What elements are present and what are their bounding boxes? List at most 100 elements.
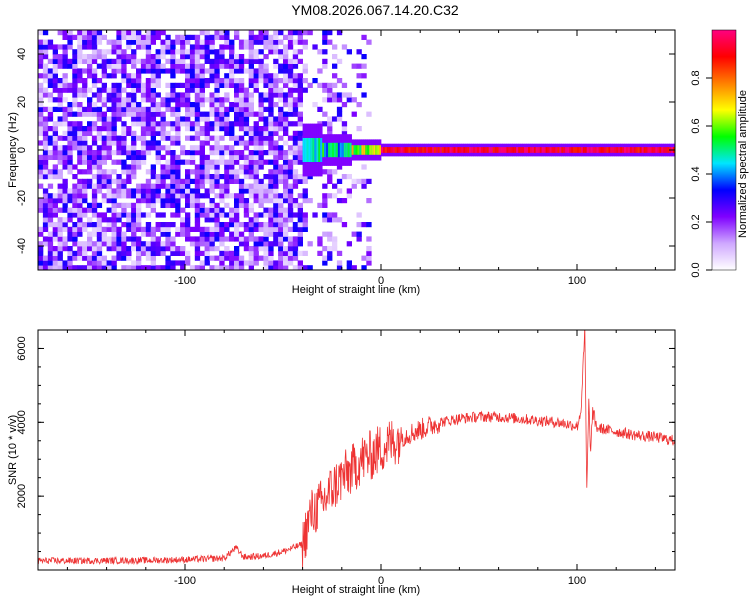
heat-cell <box>155 183 161 189</box>
heat-cell <box>204 212 210 218</box>
heat-cell <box>82 188 88 194</box>
heat-cell <box>234 174 240 180</box>
heat-cell <box>126 145 132 151</box>
heat-cell <box>297 58 303 64</box>
heat-cell <box>292 97 299 103</box>
heat-cell <box>96 174 103 180</box>
heat-cell <box>248 58 254 64</box>
band-core <box>424 147 427 153</box>
heat-cell <box>327 217 333 223</box>
heat-cell <box>165 49 171 55</box>
heat-cell <box>268 73 274 79</box>
band-core <box>420 147 423 153</box>
heat-cell <box>234 250 240 256</box>
heat-cell <box>87 150 93 156</box>
heat-cell <box>243 44 250 50</box>
heat-cell <box>170 121 176 127</box>
heat-cell <box>224 236 230 242</box>
heat-cell <box>214 121 220 127</box>
heat-cell <box>253 145 259 151</box>
heat-cell <box>258 34 264 40</box>
band-core <box>332 142 335 158</box>
heat-cell <box>175 111 181 117</box>
heat-cell <box>287 63 294 69</box>
heat-cell <box>101 159 107 165</box>
heat-cell <box>356 73 362 79</box>
heat-cell <box>155 78 161 84</box>
heat-cell <box>234 231 240 237</box>
heat-cell <box>140 111 147 117</box>
heat-cell <box>292 106 299 112</box>
heat-cell <box>253 226 259 232</box>
heat-cell <box>72 140 78 146</box>
heat-cell <box>131 140 137 146</box>
band-core <box>569 147 572 153</box>
heat-cell <box>302 39 308 45</box>
heat-cell <box>155 241 161 247</box>
heat-cell <box>38 73 44 79</box>
heat-cell <box>253 111 259 117</box>
heat-cell <box>185 174 191 180</box>
heat-cell <box>283 154 289 160</box>
heat-cell <box>155 212 161 218</box>
heat-cell <box>170 58 176 64</box>
heat-cell <box>307 241 313 247</box>
heat-cell <box>72 207 78 213</box>
heat-cell <box>253 222 259 228</box>
heat-cell <box>214 54 220 60</box>
heat-cell <box>155 265 161 270</box>
heat-cell <box>87 63 93 69</box>
heat-cell <box>224 174 230 180</box>
heat-cell <box>278 54 284 60</box>
heat-cell <box>96 231 103 237</box>
heat-cell <box>234 63 240 69</box>
heat-cell <box>131 145 137 151</box>
heat-cell <box>253 34 259 40</box>
heat-cell <box>101 193 107 199</box>
heat-cell <box>292 169 299 175</box>
heat-cell <box>57 135 63 141</box>
heat-cell <box>194 217 201 223</box>
heat-cell <box>96 236 103 242</box>
heat-cell <box>224 111 230 117</box>
heat-cell <box>263 106 269 112</box>
heat-cell <box>57 87 63 93</box>
heat-cell <box>292 241 299 247</box>
heat-cell <box>91 102 98 108</box>
heat-cell <box>42 116 49 122</box>
heat-cell <box>263 116 269 122</box>
band-core <box>608 147 611 153</box>
heat-cell <box>209 226 215 232</box>
heat-cell <box>273 87 279 93</box>
heat-cell <box>194 241 201 247</box>
heat-cell <box>332 236 338 242</box>
heat-cell <box>243 121 250 127</box>
heat-cell <box>287 241 294 247</box>
heat-cell <box>111 39 117 45</box>
heat-cell <box>126 226 132 232</box>
heat-cell <box>287 193 294 199</box>
heat-cell <box>341 174 348 180</box>
heat-cell <box>145 202 152 208</box>
heat-cell <box>229 231 235 237</box>
heat-cell <box>194 265 201 270</box>
heat-cell <box>327 212 333 218</box>
heat-cell <box>121 236 127 242</box>
heat-cell <box>229 222 235 228</box>
heat-cell <box>175 246 181 252</box>
heat-cell <box>189 54 196 60</box>
heat-cell <box>283 63 289 69</box>
heat-cell <box>214 63 220 69</box>
heat-cell <box>140 44 147 50</box>
heat-cell <box>209 174 215 180</box>
heat-cell <box>140 58 147 64</box>
heat-cell <box>165 58 171 64</box>
heat-cell <box>82 169 88 175</box>
band-core <box>443 147 447 153</box>
heat-cell <box>131 246 137 252</box>
heat-cell <box>96 126 103 132</box>
heat-cell <box>150 260 156 266</box>
heat-cell <box>278 236 284 242</box>
heat-cell <box>106 49 112 55</box>
heat-cell <box>96 111 103 117</box>
